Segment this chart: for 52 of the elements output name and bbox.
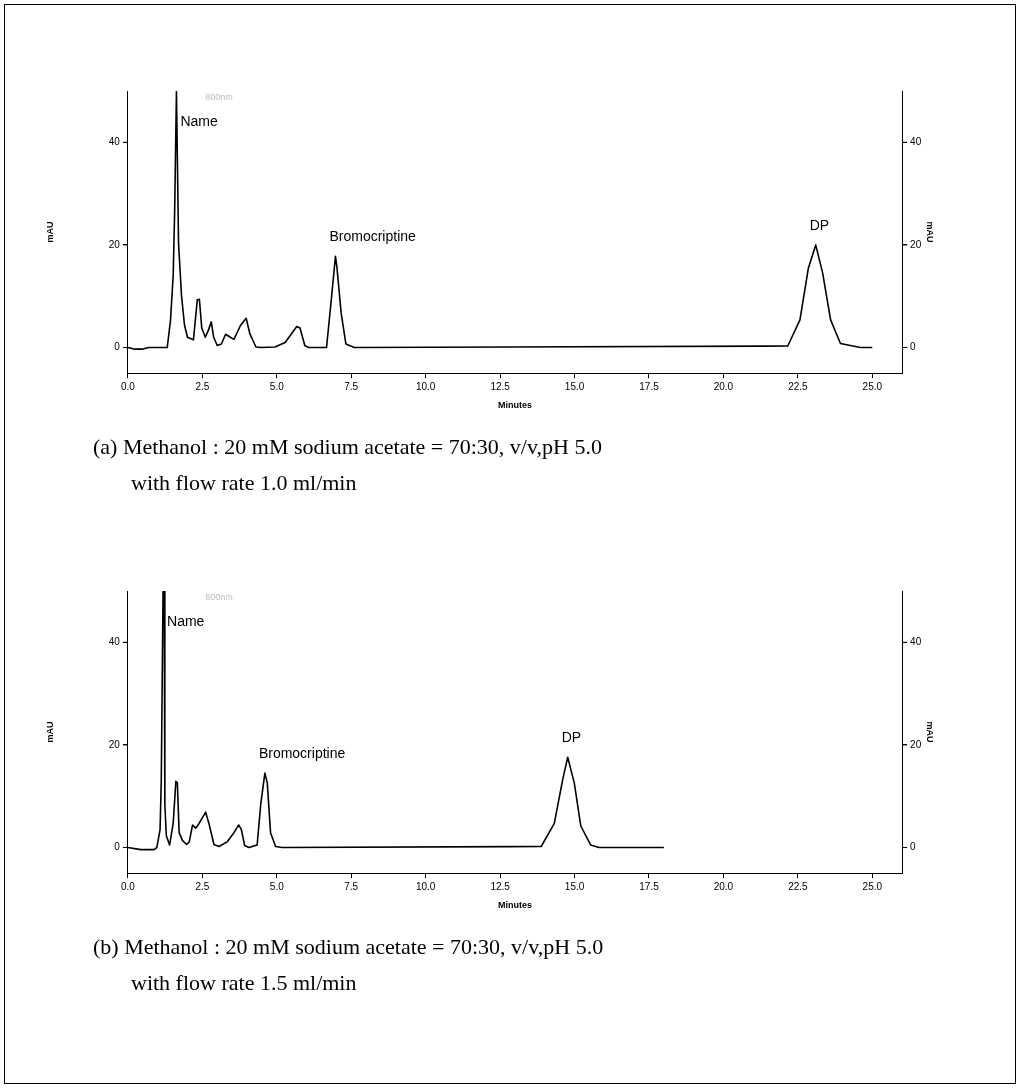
y2-tick-label: 40	[910, 636, 922, 648]
y-axis-title: mAU	[44, 721, 55, 743]
x-tick-label: 15.0	[564, 380, 585, 392]
text: with flow rate 1.5 ml/min	[130, 969, 358, 997]
y-tick-label: 40	[108, 636, 121, 648]
x-tick-label: 2.5	[195, 880, 210, 892]
annotation: Bromocriptine	[258, 745, 346, 762]
x-tick-label: 5.0	[269, 880, 285, 892]
y2-tick-label: 20	[910, 738, 922, 750]
annotation: DP	[561, 729, 582, 746]
y-tick-label: 20	[108, 238, 121, 250]
x-tick-label: 2.5	[195, 380, 210, 392]
y2-tick-label: 0	[910, 841, 917, 853]
x-tick-label: 7.5	[344, 880, 359, 892]
text: (b) Methanol : 20 mM sodium acetate = 70:30, v/v,pH 5.0	[93, 933, 605, 961]
annotation: Name	[167, 612, 205, 629]
x-axis-title: Minutes	[497, 900, 533, 911]
annotation: Bromocriptine	[329, 228, 417, 245]
x-tick-label: 22.5	[788, 380, 809, 392]
x-tick-label: 20.0	[713, 380, 734, 392]
y2-axis-title: mAU	[925, 221, 936, 243]
y-tick-label: 40	[108, 136, 121, 148]
text: (a) Methanol : 20 mM sodium acetate = 70:30, v/v,pH 5.0	[93, 433, 603, 461]
x-tick-label: 5.0	[269, 380, 285, 392]
y2-tick-label: 20	[910, 238, 922, 250]
x-tick-label: 12.5	[490, 880, 511, 892]
y-tick-label: 20	[108, 738, 121, 750]
x-tick-label: 25.0	[862, 880, 883, 892]
x-tick-label: 17.5	[639, 880, 660, 892]
annotation: Name	[180, 112, 219, 129]
x-tick-label: 22.5	[788, 880, 809, 892]
x-tick-label: 10.0	[415, 880, 436, 892]
x-tick-label: 7.5	[344, 380, 359, 392]
x-tick-label: 12.5	[490, 380, 511, 392]
x-tick-label: 0.0	[120, 880, 136, 892]
chart-subtitle: 800nm	[205, 91, 233, 102]
x-tick-label: 0.0	[120, 380, 136, 392]
x-tick-label: 20.0	[713, 880, 734, 892]
annotation: DP	[809, 216, 830, 233]
x-tick-label: 25.0	[862, 380, 883, 392]
y2-tick-label: 40	[910, 136, 922, 148]
x-tick-label: 10.0	[415, 380, 436, 392]
y2-tick-label: 0	[910, 341, 917, 353]
text: with flow rate 1.0 ml/min	[130, 469, 358, 497]
y2-axis-title: mAU	[925, 721, 936, 743]
x-axis-title: Minutes	[497, 400, 533, 411]
y-tick-label: 0	[114, 341, 121, 353]
y-axis-title: mAU	[44, 221, 55, 243]
y-tick-label: 0	[114, 841, 121, 853]
x-tick-label: 17.5	[639, 380, 660, 392]
chart-subtitle: 800nm	[205, 591, 233, 602]
x-tick-label: 15.0	[564, 880, 585, 892]
